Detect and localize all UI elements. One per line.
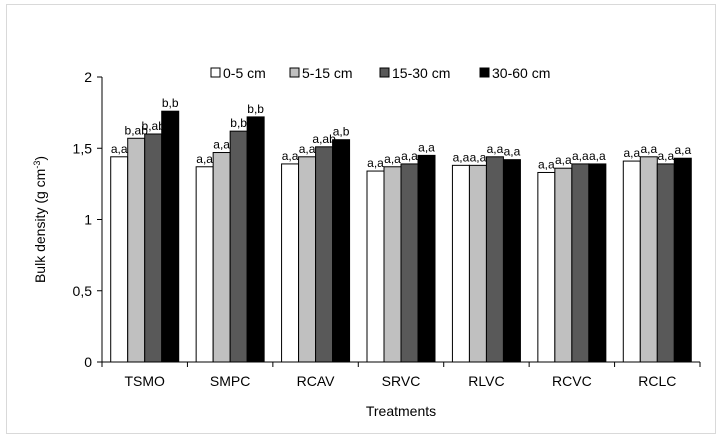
bar-label: b,b xyxy=(247,102,264,116)
y-axis-title-suffix: ) xyxy=(32,156,48,161)
bar-label: a,a xyxy=(504,145,521,159)
bar xyxy=(554,167,573,363)
bar xyxy=(298,156,317,363)
legend-swatch xyxy=(210,67,221,78)
bar xyxy=(127,137,146,363)
x-tick-label: SMPC xyxy=(210,373,250,389)
bar-label: a,a xyxy=(589,149,606,163)
bar xyxy=(588,163,607,363)
bar-labels: a,ab,abb,abb,ba,aa,ab,bb,ba,aa,aa,aba,ba… xyxy=(111,96,692,171)
x-tick-label: RLVC xyxy=(468,373,504,389)
bar xyxy=(110,156,129,363)
bar xyxy=(502,159,521,363)
x-tick-label: RCAV xyxy=(297,373,336,389)
bar-label: a,a xyxy=(640,142,657,156)
bar-label: a,a xyxy=(470,150,487,164)
legend-label: 15-30 cm xyxy=(392,65,450,81)
bar xyxy=(281,163,300,363)
bar xyxy=(315,146,334,363)
legend-item: 5-15 cm xyxy=(289,65,353,81)
bar-label: a,a xyxy=(487,142,504,156)
bar xyxy=(639,156,658,363)
y-ticks: 0 0,5 1 1,5 2 xyxy=(73,69,102,370)
legend-swatch xyxy=(479,67,490,78)
legend-label: 30-60 cm xyxy=(492,65,550,81)
bar xyxy=(468,164,487,363)
legend-label: 0-5 cm xyxy=(223,65,266,81)
bar xyxy=(212,152,231,363)
bar xyxy=(451,164,470,363)
legend-item: 30-60 cm xyxy=(479,65,550,81)
legend-swatch xyxy=(379,67,390,78)
bar xyxy=(144,133,163,363)
bar xyxy=(485,156,504,363)
y-axis-title-superscript: -3 xyxy=(32,161,42,169)
bars xyxy=(110,110,692,363)
bar-label: a,a xyxy=(401,149,418,163)
x-tick-label: RCVC xyxy=(552,373,592,389)
bar-label: a,a xyxy=(657,149,674,163)
legend-label: 5-15 cm xyxy=(302,65,353,81)
y-axis-title-main: Bulk density (g cm xyxy=(32,169,48,283)
bar xyxy=(417,154,436,363)
bar-label: a,a xyxy=(538,157,555,171)
bar xyxy=(537,171,556,363)
bar-label: a,a xyxy=(111,142,128,156)
bar-label: a,a xyxy=(384,152,401,166)
bar xyxy=(366,170,385,363)
bar xyxy=(622,160,641,363)
bar xyxy=(332,139,351,363)
bar-label: a,a xyxy=(282,149,299,163)
legend-swatch xyxy=(289,67,300,78)
bar-label: a,b xyxy=(333,125,350,139)
bar xyxy=(571,163,590,363)
bar-label: b,b xyxy=(162,96,179,110)
bar-label: b,ab xyxy=(125,123,149,137)
bar-label: a,a xyxy=(453,150,470,164)
bar-label: a,a xyxy=(367,156,384,170)
bar-label: a,a xyxy=(572,149,589,163)
bar-label: a,a xyxy=(213,138,230,152)
x-axis-title: Treatments xyxy=(366,403,436,419)
bar-label: a,a xyxy=(299,142,316,156)
y-tick-label: 0 xyxy=(84,354,92,370)
x-tick-label: SRVC xyxy=(382,373,421,389)
y-tick-label: 2 xyxy=(84,69,92,85)
legend: 0-5 cm 5-15 cm 15-30 cm 30-60 cm xyxy=(210,65,550,81)
y-tick-label: 1 xyxy=(84,212,92,228)
chart-frame xyxy=(6,4,716,434)
x-tick-label: TSMO xyxy=(124,373,165,389)
y-tick-label: 1,5 xyxy=(73,140,93,156)
y-axis-title: Bulk density (g cm-3) xyxy=(32,156,48,283)
bar-label: a,a xyxy=(555,153,572,167)
bar xyxy=(246,116,265,363)
bar xyxy=(195,166,214,363)
bar xyxy=(656,163,675,363)
bar xyxy=(400,163,419,363)
legend-item: 0-5 cm xyxy=(210,65,266,81)
bar-label: b,b xyxy=(230,116,247,130)
bar xyxy=(383,166,402,363)
x-tick-label: RCLC xyxy=(638,373,676,389)
x-ticks: TSMO SMPC RCAV SRVC RLVC RCVC RCLC xyxy=(101,362,701,389)
bar-label: a,a xyxy=(623,146,640,160)
y-tick-label: 0,5 xyxy=(73,283,93,299)
legend-item: 15-30 cm xyxy=(379,65,450,81)
bar-label: a,a xyxy=(418,140,435,154)
bar xyxy=(229,130,248,363)
bar-label: a,a xyxy=(196,152,213,166)
bar-label: a,ab xyxy=(312,132,336,146)
bar-label: b,ab xyxy=(142,119,166,133)
bar xyxy=(673,157,692,363)
bar-label: a,a xyxy=(674,143,691,157)
bar xyxy=(161,110,180,363)
